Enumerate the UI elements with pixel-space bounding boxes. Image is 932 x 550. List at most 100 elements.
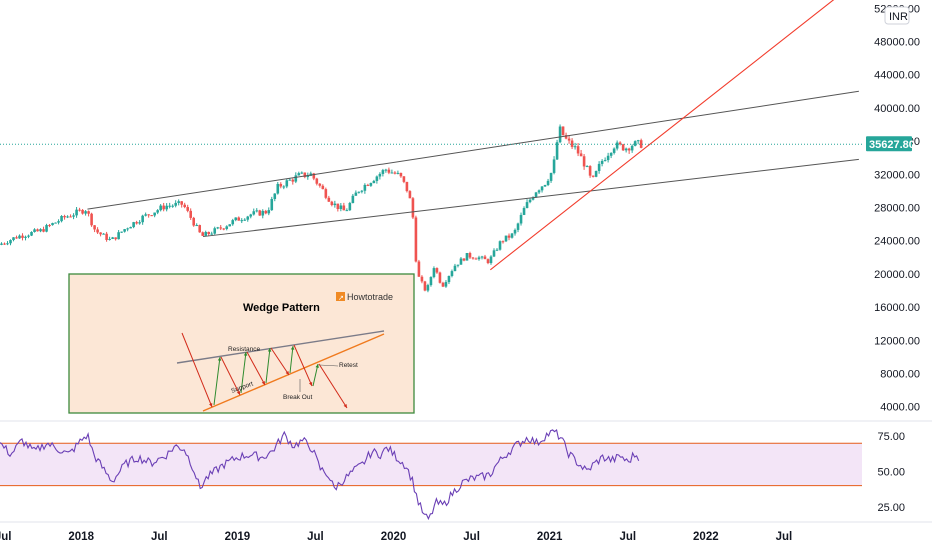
time-tick-label: 2022: [693, 531, 719, 543]
candle-body: [454, 266, 457, 271]
candle-body: [186, 207, 189, 211]
candle-body: [285, 180, 288, 186]
currency-badge[interactable]: INR: [885, 7, 909, 24]
channel-upper-line[interactable]: [87, 91, 858, 209]
candle-body: [183, 205, 186, 207]
candle-body: [481, 257, 484, 258]
candle-body: [132, 222, 135, 227]
candle-body: [457, 265, 460, 266]
candle-body: [571, 141, 574, 147]
candle-body: [252, 211, 255, 214]
candle-body: [433, 268, 436, 277]
price-tick-label: 40000.00: [874, 103, 920, 115]
candle-body: [397, 173, 400, 174]
price-pane[interactable]: [0, 0, 862, 292]
time-tick-label: 2019: [225, 531, 251, 543]
candle-body: [192, 218, 195, 226]
candle-body: [216, 227, 219, 228]
price-axis[interactable]: 52000.0048000.0044000.0040000.0036000.00…: [874, 3, 920, 413]
candle-body: [496, 250, 499, 251]
candle-body: [577, 146, 580, 153]
candle-body: [451, 271, 454, 276]
candle-body: [322, 186, 325, 189]
candle-body: [352, 196, 355, 203]
candle-body: [415, 217, 418, 261]
candle-body: [421, 277, 424, 282]
candle-body: [613, 149, 616, 153]
candle-body: [261, 211, 264, 216]
candle-body: [553, 159, 556, 172]
price-tick-label: 8000.00: [880, 369, 920, 381]
time-tick-label: Jul: [776, 531, 793, 543]
candle-body: [165, 206, 168, 210]
uptrend-line[interactable]: [490, 0, 838, 270]
candle-body: [499, 241, 502, 249]
candle-body: [343, 205, 346, 210]
last-price-value: 35627.80: [869, 139, 915, 151]
candle-body: [36, 229, 39, 231]
candle-body: [406, 182, 409, 191]
price-tick-label: 20000.00: [874, 269, 920, 281]
rsi-axis[interactable]: 75.00 50.00 25.00: [877, 431, 905, 514]
candle-body: [490, 257, 493, 264]
candle-body: [99, 232, 102, 234]
candle-body: [478, 257, 481, 259]
candle-body: [282, 186, 285, 187]
candle-body: [472, 258, 475, 259]
time-axis[interactable]: Jul 2018 Jul 2019 Jul 2020 Jul 2021 Jul 2022 Jul: [0, 531, 792, 543]
candle-body: [538, 190, 541, 192]
candle-body: [325, 189, 328, 198]
howtotrade-logo: ↗ Howtotrade: [336, 292, 393, 302]
candle-body: [33, 229, 36, 232]
price-tick-label: 16000.00: [874, 302, 920, 314]
candle-body: [601, 161, 604, 164]
candle-body: [96, 229, 99, 232]
candle-body: [469, 253, 472, 258]
candle-body: [331, 202, 334, 205]
candle-body: [337, 204, 340, 209]
candle-body: [144, 214, 147, 215]
candle-body: [628, 149, 631, 151]
candle-body: [484, 257, 487, 260]
candle-body: [610, 153, 613, 156]
channel-lower-line[interactable]: [203, 159, 859, 236]
candle-body: [3, 244, 6, 245]
candle-body: [544, 185, 547, 186]
candle-body: [382, 170, 385, 174]
candle-body: [334, 204, 337, 205]
candle-body: [520, 215, 523, 224]
candle-body: [198, 225, 201, 232]
candle-body: [301, 173, 304, 174]
candle-body: [126, 228, 129, 229]
candle-body: [60, 216, 63, 221]
rsi-pane[interactable]: [0, 430, 862, 519]
candle-body: [135, 222, 138, 223]
candle-body: [541, 186, 544, 190]
candle-body: [81, 210, 84, 214]
rsi-tick-label: 75.00: [877, 431, 905, 443]
candle-body: [177, 201, 180, 203]
candle-body: [42, 229, 45, 232]
candle-body: [240, 220, 243, 221]
inset-label-breakout: Break Out: [283, 394, 312, 401]
candle-body: [589, 166, 592, 176]
candle-body: [129, 227, 132, 228]
candle-body: [427, 285, 430, 290]
candle-body: [123, 229, 126, 232]
candle-body: [72, 215, 75, 216]
candle-body: [616, 143, 619, 149]
candle-body: [475, 259, 478, 260]
candle-body: [328, 198, 331, 202]
candle-body: [547, 181, 550, 185]
candle-body: [102, 234, 105, 235]
candle-body: [189, 211, 192, 218]
candle-body: [346, 210, 349, 211]
time-tick-label: Jul: [0, 531, 11, 543]
candle-body: [376, 176, 379, 180]
candle-body: [18, 236, 21, 239]
candle-body: [637, 140, 640, 141]
candles-layer: [0, 124, 642, 292]
candle-body: [141, 216, 144, 223]
price-tick-label: 44000.00: [874, 70, 920, 82]
candle-body: [595, 171, 598, 177]
